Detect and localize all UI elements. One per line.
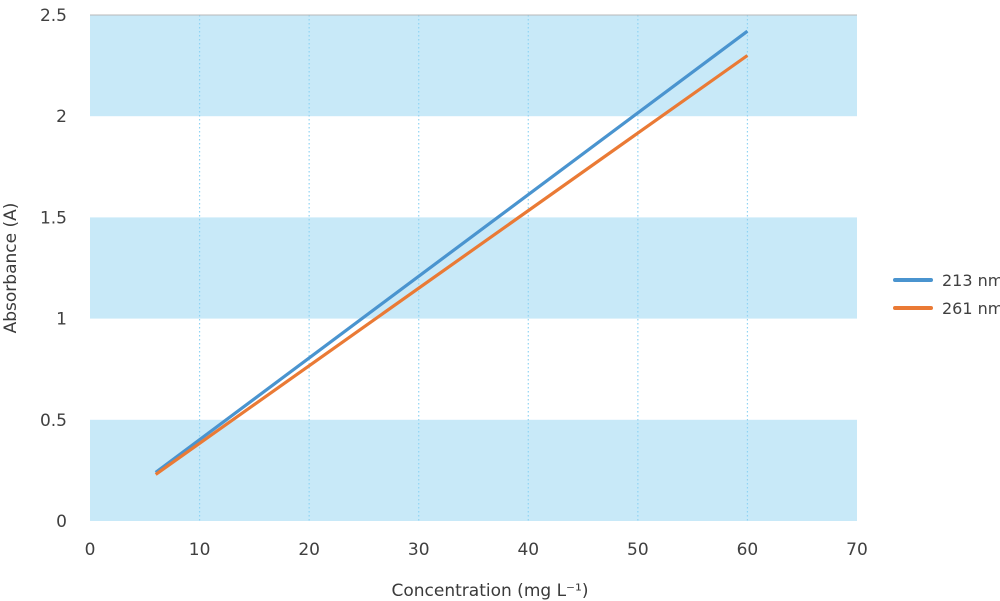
legend: 213 nm 261 nm <box>893 266 1000 322</box>
y-tick-label: 0 <box>56 512 67 532</box>
x-tick-label: 40 <box>517 540 539 560</box>
y-tick-label: 2.5 <box>40 6 67 26</box>
y-tick-label: 0.5 <box>40 411 67 431</box>
background-bands <box>90 15 857 521</box>
y-axis-ticks: 0 0.5 1 1.5 2 2.5 <box>40 6 67 532</box>
x-tick-label: 20 <box>298 540 320 560</box>
x-tick-label: 60 <box>737 540 759 560</box>
legend-swatch-213 <box>893 278 933 282</box>
band-2 <box>90 217 857 318</box>
y-tick-label: 2 <box>56 107 67 127</box>
band-4 <box>90 15 857 116</box>
legend-label-213: 213 nm <box>942 271 1000 290</box>
x-tick-label: 50 <box>627 540 649 560</box>
y-axis-label: Absorbance (A) <box>1 203 21 334</box>
legend-swatch-261 <box>893 306 933 310</box>
x-tick-label: 30 <box>408 540 430 560</box>
y-tick-label: 1 <box>56 310 67 330</box>
x-tick-label: 70 <box>846 540 868 560</box>
legend-item-261: 261 nm <box>893 294 1000 322</box>
legend-item-213: 213 nm <box>893 266 1000 294</box>
legend-label-261: 261 nm <box>942 299 1000 318</box>
x-tick-label: 10 <box>189 540 211 560</box>
x-axis-ticks: 0 10 20 30 40 50 60 70 <box>85 540 868 560</box>
x-axis-label: Concentration (mg L⁻¹) <box>392 581 589 601</box>
y-tick-label: 1.5 <box>40 208 67 228</box>
x-tick-label: 0 <box>85 540 96 560</box>
